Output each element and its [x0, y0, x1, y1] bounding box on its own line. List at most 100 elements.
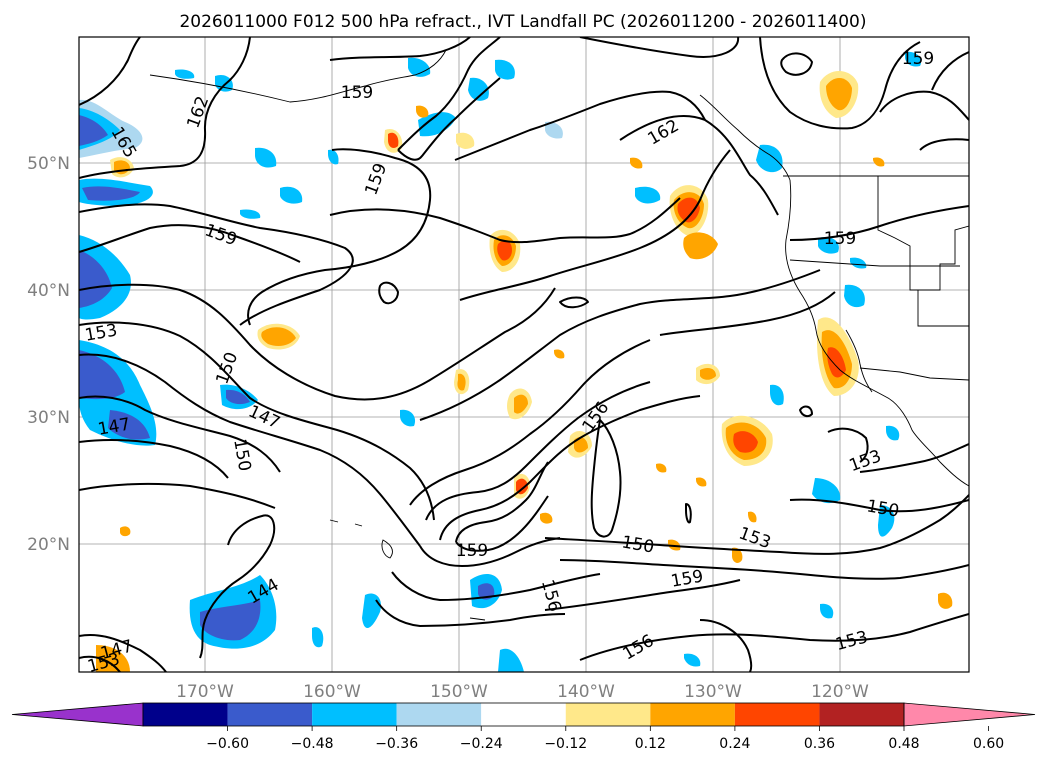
contour-line — [419, 269, 821, 421]
warm-patch — [514, 394, 528, 414]
contour-line — [397, 37, 501, 151]
blue-patch — [878, 505, 895, 537]
lat-label: 40°N — [27, 281, 70, 301]
state-boundaries — [917, 290, 969, 327]
warm-patch — [630, 157, 643, 169]
colorbar-extend-low — [11, 702, 144, 727]
warm-patch — [732, 547, 743, 563]
blue-patch — [108, 410, 150, 440]
baja-peninsula — [845, 329, 873, 393]
colorbar-tick-label: 0.48 — [888, 736, 919, 752]
blue-patch — [280, 186, 303, 204]
contour-line — [79, 634, 167, 672]
warm-patch — [261, 327, 296, 346]
blue-patch — [498, 648, 524, 672]
contour-line — [79, 224, 301, 263]
contour-line — [827, 427, 869, 463]
lat-label: 50°N — [27, 154, 70, 174]
contour-line — [409, 339, 651, 506]
blue-patch — [255, 147, 277, 168]
blue-patch — [408, 57, 431, 77]
blue-patch — [850, 257, 867, 269]
contour-label: 159 — [902, 49, 934, 69]
contour-line — [619, 115, 779, 216]
lon-label: 150°W — [430, 682, 488, 702]
blue-patch — [770, 384, 784, 406]
colorbar-segment — [312, 703, 397, 726]
blue-patch — [478, 583, 495, 600]
contour-line — [879, 90, 969, 121]
contour-line — [659, 291, 836, 336]
warm-patch — [826, 77, 852, 111]
contour-line — [79, 655, 121, 672]
warm-patch — [700, 368, 716, 380]
lat-label: 30°N — [27, 408, 70, 428]
contour-line — [789, 205, 969, 241]
warm-patch — [873, 157, 885, 167]
contour-line — [455, 461, 549, 543]
contour-line — [79, 203, 354, 326]
colorbar-tick-label: −0.24 — [460, 736, 503, 752]
contour-line — [79, 438, 229, 479]
colorbar: −0.60 −0.48 −0.36 −0.24 −0.12 0.12 0.24 0.36 0.4… — [11, 702, 1036, 752]
blue-patch — [635, 186, 661, 204]
contour-line — [397, 77, 501, 161]
contour-label: 153 — [85, 649, 122, 677]
warm-patch — [497, 240, 512, 261]
colorbar-tick-label: −0.60 — [206, 736, 249, 752]
warm-patch — [733, 431, 758, 453]
blue-patch — [400, 409, 416, 427]
blue-patch — [905, 51, 922, 67]
contour-line — [699, 619, 753, 672]
colorbar-tick-label: 0.24 — [719, 736, 750, 752]
colorbar-segment — [734, 703, 820, 726]
contour-line — [378, 281, 399, 305]
lon-label: 160°W — [303, 682, 361, 702]
contour-line — [931, 51, 969, 91]
blue-patch — [200, 600, 261, 641]
contour-line — [544, 494, 969, 555]
warm-patch — [540, 512, 553, 524]
alaska-peninsula-coast — [149, 49, 447, 103]
contour-line — [799, 405, 813, 418]
colorbar-segment — [396, 703, 482, 726]
contours — [79, 37, 969, 672]
blue-patch — [79, 250, 112, 308]
lon-label: 140°W — [557, 682, 615, 702]
contour-line — [79, 37, 251, 179]
negative-shading — [79, 51, 922, 672]
contour-line — [579, 37, 740, 58]
alaska-panhandle-coast — [699, 94, 791, 181]
contour-line — [459, 149, 731, 301]
blue-patch — [79, 350, 125, 400]
blue-patch — [175, 69, 195, 79]
blue-patch — [495, 59, 515, 80]
colorbar-tick-label: −0.48 — [291, 736, 334, 752]
colorbar-tick-label: −0.12 — [544, 736, 587, 752]
contour-line — [919, 138, 969, 151]
contour-line — [247, 148, 432, 326]
contour-line — [329, 37, 471, 61]
colorbar-tick-label: 0.60 — [973, 736, 1004, 752]
mexico-border — [859, 367, 969, 381]
blue-patch — [240, 209, 261, 219]
contour-label: 159 — [824, 229, 856, 249]
state-boundaries — [877, 176, 969, 291]
contour-line — [559, 296, 589, 309]
warm-patch — [388, 132, 399, 148]
warm-patch — [938, 592, 953, 609]
blue-patch — [818, 236, 839, 254]
warm-patch — [120, 526, 131, 537]
blue-patch — [886, 425, 900, 441]
state-boundaries — [789, 259, 960, 267]
blue-patch — [312, 627, 324, 648]
contour-line — [559, 559, 969, 580]
colorbar-segment — [481, 703, 566, 726]
west-coast — [785, 179, 969, 487]
contour-line — [439, 395, 701, 541]
contour-line — [859, 443, 969, 473]
contour-line — [79, 395, 281, 473]
colorbar-segment — [565, 703, 651, 726]
small-island — [469, 617, 486, 621]
